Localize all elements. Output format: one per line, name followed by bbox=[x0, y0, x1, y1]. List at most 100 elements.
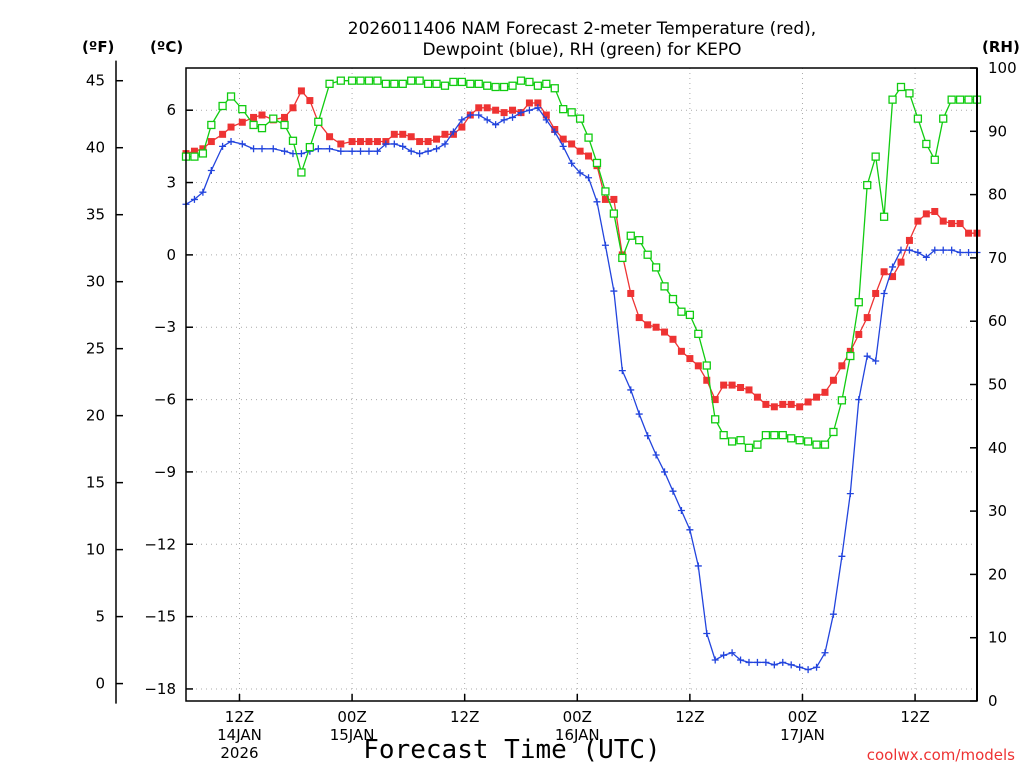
rh-point bbox=[905, 89, 914, 98]
temperature-point bbox=[753, 393, 761, 401]
temperature-point bbox=[863, 314, 871, 322]
rh-point bbox=[727, 437, 737, 446]
rh-point bbox=[508, 81, 517, 90]
chart-title-line-1: 2026011406 NAM Forecast 2-meter Temperat… bbox=[348, 19, 816, 39]
rh-point bbox=[837, 396, 847, 405]
dewpoint-point bbox=[720, 651, 728, 659]
temperature-point bbox=[728, 381, 736, 389]
celsius-tick-label: −12 bbox=[144, 535, 176, 553]
rh-point bbox=[711, 415, 720, 424]
rh-point bbox=[694, 329, 703, 339]
temperature-point bbox=[509, 106, 517, 114]
temperature-point bbox=[762, 400, 770, 408]
temperature-point bbox=[568, 140, 576, 148]
rh-point bbox=[955, 95, 965, 104]
dewpoint-point bbox=[326, 145, 334, 153]
rh-point bbox=[626, 231, 635, 240]
temperature-series bbox=[182, 87, 981, 411]
temperature-point bbox=[424, 138, 432, 146]
dewpoint-point bbox=[669, 487, 677, 495]
temperature-point bbox=[601, 195, 609, 203]
dewpoint-point bbox=[466, 111, 474, 119]
fahrenheit-tick-label: 45 bbox=[86, 72, 105, 90]
dewpoint-point bbox=[585, 174, 593, 182]
temperature-point bbox=[661, 328, 669, 336]
rh-point bbox=[218, 101, 227, 111]
dewpoint-point bbox=[593, 198, 601, 206]
dewpoint-point bbox=[846, 490, 854, 498]
temperature-point bbox=[525, 99, 533, 107]
fahrenheit-tick-label: 40 bbox=[86, 139, 105, 157]
temperature-point bbox=[711, 396, 719, 404]
temperature-point bbox=[897, 258, 905, 266]
temperature-point bbox=[956, 220, 964, 228]
temperature-point bbox=[373, 138, 381, 146]
celsius-tick-label: 6 bbox=[166, 101, 176, 119]
rh-point bbox=[778, 430, 787, 440]
temperature-point bbox=[348, 138, 356, 146]
temperature-point bbox=[686, 355, 694, 363]
rh-line bbox=[186, 80, 977, 449]
rh-point bbox=[964, 95, 973, 104]
credit-link[interactable]: coolwx.com/models bbox=[867, 746, 1015, 764]
fahrenheit-tick-label: 25 bbox=[86, 340, 105, 358]
dewpoint-point bbox=[281, 147, 289, 155]
rh-point bbox=[829, 427, 838, 437]
temperature-point bbox=[281, 113, 289, 121]
rh-point bbox=[491, 82, 500, 92]
rh-point bbox=[888, 95, 897, 104]
dewpoint-point bbox=[424, 147, 432, 155]
temperature-point bbox=[931, 207, 939, 215]
rh-tick-label: 70 bbox=[988, 249, 1007, 267]
celsius-tick-label: 3 bbox=[166, 174, 176, 192]
temperature-point bbox=[838, 362, 846, 370]
dewpoint-point bbox=[219, 142, 227, 150]
temperature-point bbox=[855, 330, 863, 338]
dewpoint-point bbox=[779, 658, 787, 666]
rh-point bbox=[795, 436, 804, 445]
dewpoint-point bbox=[686, 526, 694, 534]
rh-point bbox=[812, 440, 821, 449]
rh-point bbox=[609, 209, 619, 218]
rh-series bbox=[181, 76, 982, 452]
temperature-point bbox=[326, 133, 334, 141]
x-tick-label: 12Z bbox=[675, 708, 704, 726]
rh-tick-label: 0 bbox=[988, 692, 998, 710]
dewpoint-point bbox=[965, 248, 973, 256]
rh-point bbox=[257, 123, 267, 133]
rh-point bbox=[668, 294, 678, 304]
dewpoint-point bbox=[416, 150, 424, 158]
rh-point bbox=[584, 133, 593, 142]
rh-point bbox=[753, 440, 762, 449]
rh-point bbox=[660, 282, 669, 291]
dewpoint-point bbox=[551, 128, 559, 136]
temperature-point bbox=[365, 138, 373, 146]
temperature-point bbox=[492, 106, 500, 114]
temperature-point bbox=[542, 111, 550, 119]
rh-point bbox=[305, 142, 315, 152]
celsius-tick-label: −3 bbox=[154, 318, 176, 336]
temperature-point bbox=[905, 236, 913, 244]
dewpoint-point bbox=[610, 287, 618, 295]
rh-point bbox=[643, 250, 652, 259]
x-tick-label: 00Z bbox=[337, 708, 366, 726]
dewpoint-point bbox=[863, 352, 871, 360]
temperature-point bbox=[652, 323, 660, 331]
dewpoint-point bbox=[227, 138, 235, 146]
dewpoint-point bbox=[357, 147, 365, 155]
x-tick-label: 14JAN bbox=[217, 726, 262, 744]
rh-point bbox=[592, 158, 602, 168]
axes: 454035302520151050630−3−6−9−12−15−181009… bbox=[86, 59, 1017, 762]
rh-point bbox=[947, 95, 956, 104]
temperature-point bbox=[207, 138, 215, 146]
temperature-point bbox=[559, 135, 567, 143]
rh-point bbox=[846, 351, 855, 361]
dewpoint-point bbox=[905, 246, 913, 254]
fahrenheit-tick-label: 35 bbox=[86, 206, 105, 224]
rh-point bbox=[533, 81, 543, 90]
rh-point bbox=[685, 310, 695, 320]
temperature-point bbox=[190, 147, 198, 155]
dewpoint-point bbox=[813, 663, 821, 671]
rh-tick-label: 40 bbox=[988, 439, 1007, 457]
fahrenheit-tick-label: 5 bbox=[95, 608, 105, 626]
